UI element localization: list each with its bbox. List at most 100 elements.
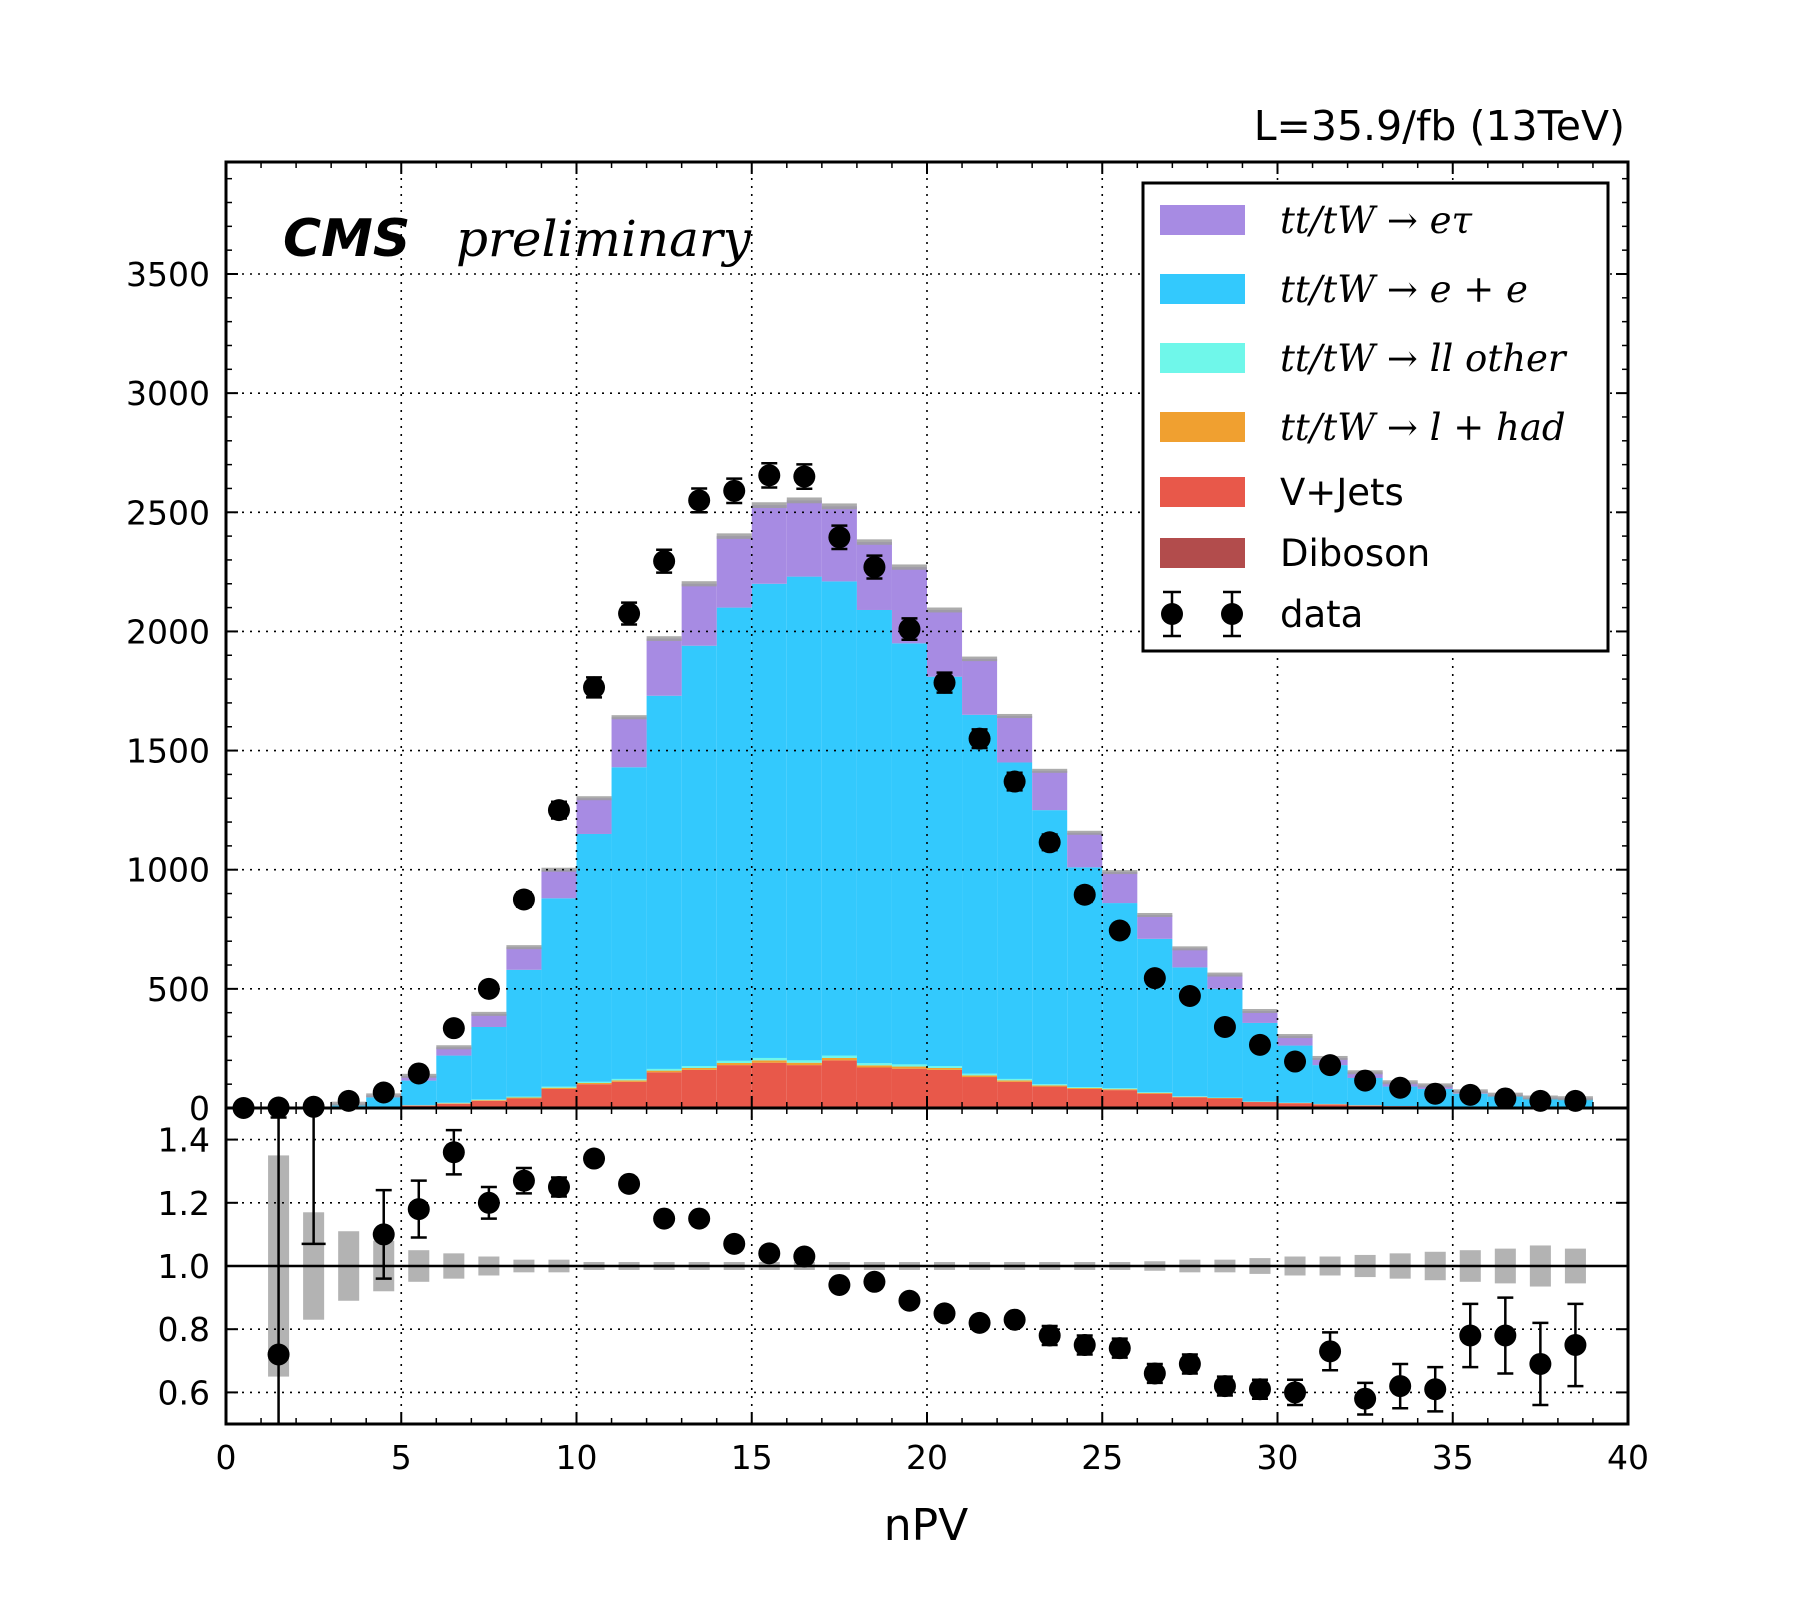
bar-5-10 [576,798,612,834]
legend-label-2: tt/tW → ll other [1280,337,1568,380]
bar-2-16 [786,1062,822,1066]
data-point-14 [723,477,746,505]
bar-1-15 [751,1062,787,1108]
bar-2-13 [681,1067,717,1070]
x-tick-label-0: 0 [216,1438,237,1477]
legend-label-4: V+Jets [1280,471,1404,514]
data-point-20 [933,671,956,694]
mc-unc-19 [891,564,927,570]
data-point-38 [1564,1089,1587,1112]
mc-unc-18 [856,539,892,545]
legend-entry-6: data [1161,590,1363,638]
legend-entry-4: V+Jets [1160,471,1404,514]
bar-2-10 [576,1082,612,1085]
legend-swatch-1 [1160,274,1245,304]
bar-1-24 [1067,1088,1103,1108]
x-tick-label-8: 40 [1607,1438,1649,1477]
mc-unc-8 [506,945,542,950]
bar-1-27 [1172,1097,1208,1108]
mc-unc-12 [646,636,682,641]
bar-4-13 [681,645,717,1067]
ratio-point-3 [442,1128,465,1176]
data-point-18 [863,554,886,580]
legend-frame [1141,181,1610,653]
bar-1-8 [506,1098,542,1108]
bar-4-7 [471,1026,507,1100]
bar-1-16 [786,1065,822,1108]
bar-3-11 [611,1078,647,1081]
ratio-point-6 [547,1176,570,1198]
x-tick-label-3: 15 [731,1438,773,1477]
bar-5-20 [927,609,963,677]
bar-5-13 [681,583,717,646]
ratio-point-2 [407,1179,430,1239]
ratio-point-5 [512,1166,535,1195]
ratio-uncertainty-band [226,1155,1628,1377]
bar-3-22 [997,1078,1033,1081]
bar-3-14 [716,1060,752,1063]
data-points [232,461,1587,1119]
legend-label-3: tt/tW → l + had [1280,406,1566,449]
bar-3-18 [856,1063,892,1066]
x-axis-title: nPV [884,1500,969,1551]
bar-5-16 [786,500,822,577]
ratio-tick-label-0: 0.6 [158,1373,210,1412]
legend-label-6: data [1280,593,1363,636]
ratio-point-0 [267,1116,290,1424]
bar-2-24 [1067,1087,1103,1089]
bar-5-8 [506,947,542,970]
bar-1-30 [1277,1103,1313,1108]
bar-1-10 [576,1084,612,1108]
ratio-point-17 [933,1302,956,1325]
bar-2-15 [751,1060,787,1063]
bar-3-10 [576,1081,612,1083]
ratio-point-19 [1003,1308,1026,1331]
ratio-point-26 [1248,1378,1271,1401]
bar-1-20 [927,1069,963,1108]
bar-4-6 [436,1055,472,1103]
x-tick-label-6: 30 [1257,1438,1299,1477]
data-point-19 [898,617,921,642]
mc-unc-25 [1102,870,1138,875]
bar-3-9 [541,1086,577,1088]
ratio-tick-label-1: 0.8 [158,1310,210,1349]
bar-2-11 [611,1080,647,1082]
ratio-point-31 [1424,1365,1447,1413]
data-point-26 [1143,967,1166,990]
bar-1-13 [681,1069,717,1108]
axis-ticks: 0 5 10 15 20 25 30 35 40 0 500 1000 1500 2000 2500 3000… [126,162,1649,1477]
data-point-24 [1073,883,1096,906]
ratio-points [267,1108,1587,1424]
bar-3-19 [891,1064,927,1067]
data-point-3 [337,1089,360,1112]
bar-4-15 [751,583,787,1058]
legend-swatch-0 [1160,205,1245,235]
bar-5-21 [962,658,998,715]
data-point-34 [1424,1082,1447,1105]
data-point-30 [1284,1050,1307,1073]
bar-2-14 [716,1062,752,1066]
mc-unc-28 [1207,972,1243,977]
data-point-27 [1178,985,1201,1008]
legend-entry-2: tt/tW → ll other [1160,337,1568,380]
legend-label-0: tt/tW → eτ [1280,199,1473,242]
bar-1-18 [856,1067,892,1108]
bar-4-18 [856,609,892,1064]
bar-3-13 [681,1066,717,1068]
bar-4-23 [1032,810,1068,1085]
bar-1-31 [1312,1104,1348,1108]
y-tick-label-5: 2500 [126,493,210,532]
data-point-32 [1354,1069,1377,1092]
bar-1-19 [891,1068,927,1108]
data-point-13 [688,487,711,514]
bar-2-17 [821,1057,857,1061]
ratio-point-12 [758,1242,781,1265]
bar-2-26 [1137,1092,1173,1094]
y-tick-label-7: 3500 [126,255,210,294]
ratio-point-34 [1529,1321,1552,1407]
stacked-histogram [331,497,1593,1108]
ratio-point-4 [477,1185,500,1220]
bar-5-26 [1137,914,1173,939]
ratio-point-24 [1178,1352,1201,1375]
bar-1-26 [1137,1093,1173,1108]
